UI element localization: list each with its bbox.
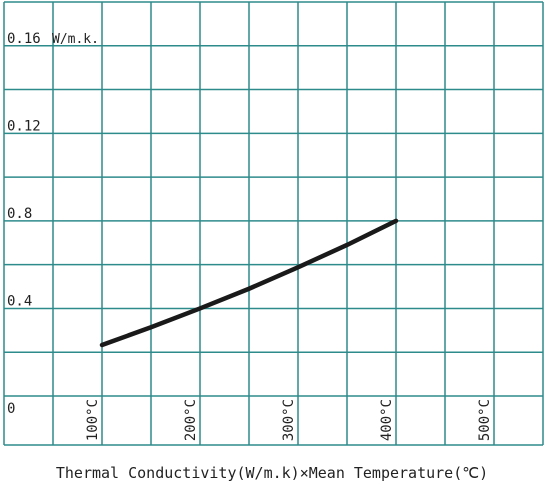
chart-title: Thermal Conductivity(W/m.k)×Mean Tempera… — [56, 464, 488, 482]
x-tick-label: 500°C — [477, 399, 493, 441]
x-tick-label: 100°C — [85, 399, 101, 441]
series-line — [99, 218, 399, 348]
y-tick-label: 0 — [7, 401, 15, 417]
x-tick-label: 400°C — [379, 399, 395, 441]
x-tick-label: 200°C — [183, 399, 199, 441]
y-tick-label: 0.16 — [7, 31, 41, 47]
y-unit-label: W/m.k. — [52, 32, 99, 47]
y-tick-label: 0.12 — [7, 118, 41, 134]
y-tick-label: 0.8 — [7, 206, 32, 222]
y-tick-label: 0.4 — [7, 293, 32, 309]
x-tick-label: 300°C — [281, 399, 297, 441]
